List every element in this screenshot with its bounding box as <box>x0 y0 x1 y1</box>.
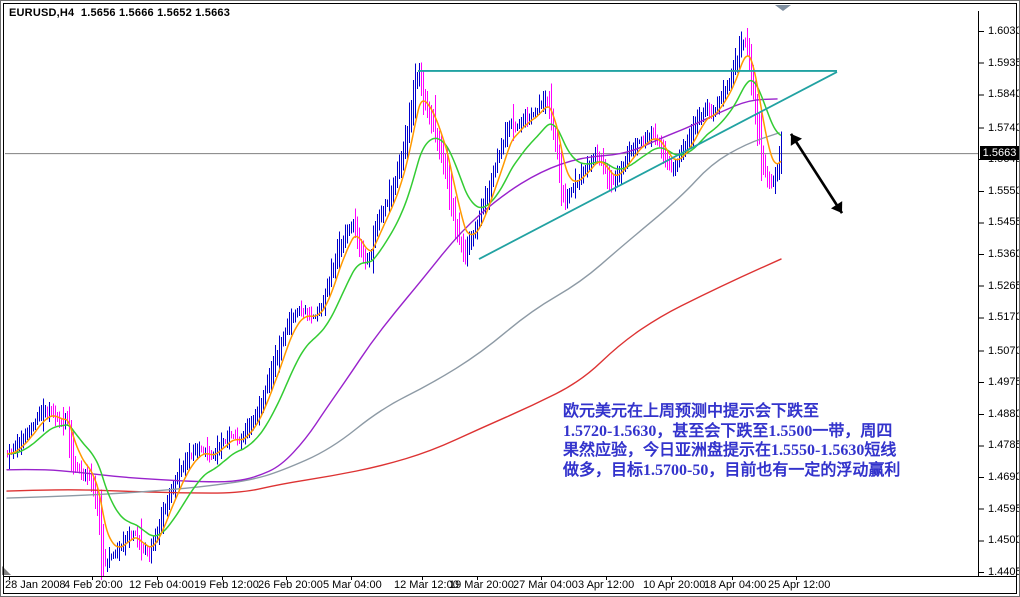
price-axis-label: 1.6030 <box>988 25 1020 37</box>
current-price-badge: 1.5663 <box>980 146 1019 160</box>
chart-title: EURUSD,H4 1.5656 1.5666 1.5652 1.5663 <box>9 7 231 19</box>
price-axis-label: 1.4595 <box>988 503 1020 515</box>
candlesticks <box>7 28 782 580</box>
price-axis-label: 1.4785 <box>988 439 1020 451</box>
annotation-line-3: 果然应验，今日亚洲盘提示在1.5550-1.5630短线 <box>563 442 897 459</box>
ma-slowest-line <box>6 258 782 494</box>
time-axis-label: 19 Feb 12:00 <box>194 579 259 591</box>
arrow-head-down-icon <box>831 201 843 214</box>
time-axis-label: 18 Apr 04:00 <box>704 579 767 591</box>
price-axis-label: 1.5265 <box>988 280 1020 292</box>
price-axis-label: 1.5070 <box>988 345 1020 357</box>
annotation-text-object[interactable]: 欧元美元在上周预测中提示会下跌至 1.5720-1.5630，甚至会下跌至1.5… <box>563 402 965 480</box>
ma-fast-line <box>6 55 782 548</box>
price-axis-label: 1.5740 <box>988 122 1020 134</box>
price-axis-label: 1.4690 <box>988 471 1020 483</box>
time-axis-label: 28 Jan 2008 <box>5 579 66 591</box>
price-axis-label: 1.5170 <box>988 311 1020 323</box>
arrow-shaft <box>789 133 844 214</box>
price-axis-label: 1.4500 <box>988 534 1020 546</box>
annotation-line-4: 做多，目标1.5700-50，目前也有一定的浮动赢利 <box>563 461 901 479</box>
axis-lines <box>4 11 1016 580</box>
price-axis-label: 1.5550 <box>988 185 1020 197</box>
time-axis-label: 3 Apr 12:00 <box>578 579 635 591</box>
time-axis-label: 5 Mar 04:00 <box>323 579 382 591</box>
time-axis-label: 12 Feb 04:00 <box>129 579 194 591</box>
annotation-line-2: 1.5720-1.5630，甚至会下跌至1.5500一带，周四 <box>563 422 893 440</box>
time-axis-label: 25 Apr 12:00 <box>768 579 831 591</box>
price-axis-label: 1.4405 <box>988 566 1020 578</box>
price-axis-label: 1.4880 <box>988 408 1020 420</box>
time-axis-label: 19 Mar 20:00 <box>449 579 514 591</box>
price-axis-label: 1.5360 <box>988 248 1020 260</box>
arrow-head-up-icon <box>790 133 802 146</box>
price-axis-label: 1.5935 <box>988 57 1020 69</box>
ma-slow-line <box>6 98 778 483</box>
ascending-support-trendline[interactable] <box>478 71 838 260</box>
time-axis-label: 4 Feb 20:00 <box>64 579 123 591</box>
annotation-line-1: 欧元美元在上周预测中提示会下跌至 <box>563 403 820 420</box>
price-axis-label: 1.4975 <box>988 376 1020 388</box>
ma-slower-line <box>6 132 780 499</box>
time-axis-label: 26 Feb 20:00 <box>258 579 323 591</box>
top-marker-icon <box>775 5 791 11</box>
time-axis-label: 10 Apr 20:00 <box>643 579 706 591</box>
corner-marker-icon <box>2 566 11 575</box>
time-axis-label: 12 Mar 12:00 <box>394 579 459 591</box>
price-axis-label: 1.5840 <box>988 88 1020 100</box>
direction-arrow[interactable] <box>789 133 844 214</box>
price-axis-label: 1.5455 <box>988 216 1020 228</box>
ma-medium-line <box>6 79 782 537</box>
time-axis-label: 27 Mar 04:00 <box>513 579 578 591</box>
